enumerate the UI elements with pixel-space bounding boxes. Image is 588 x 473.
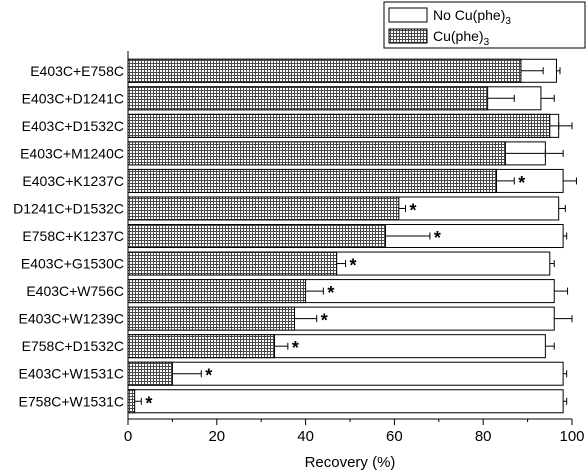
legend-label-cu: Cu(phe)3 [433,28,490,48]
category-label: E403C+W1531C [19,366,124,382]
bar-cu [127,279,307,304]
bar-cu [127,141,506,166]
error-bar-cu [505,149,546,157]
bar-cu [127,86,489,111]
error-bar-cu [520,67,544,75]
x-tick-label: 100 [559,428,584,445]
error-bar-no-cu [563,397,568,405]
category-label: E403C+W756C [26,283,124,299]
x-axis-title: Recovery (%) [305,454,396,471]
error-bar-cu [274,342,289,350]
legend: No Cu(phe)3 Cu(phe)3 [383,1,586,49]
error-bar-no-cu [554,287,569,295]
bar-cu [127,196,400,221]
bar-no-cu [127,389,564,414]
significance-marker: * [410,200,417,220]
bar-cu [127,113,551,138]
bar-cu [127,251,338,276]
error-bar-cu [336,260,347,268]
x-tick-label: 60 [386,428,403,445]
bar-cu [127,334,276,359]
category-label: E758C+W1531C [19,393,124,409]
significance-marker: * [292,338,299,358]
significance-marker: * [145,393,152,413]
significance-marker: * [518,173,525,193]
category-label: E403C+D1532C [22,118,124,134]
error-bar-no-cu [563,232,568,240]
error-bar-no-cu [563,370,568,378]
bar-cu [127,389,136,414]
significance-marker: * [327,283,334,303]
category-label: E403C+M1240C [20,145,124,161]
bar-cu [127,224,387,249]
error-bar-cu [294,315,318,323]
category-label: D1241C+D1532C [13,200,124,216]
error-bar-no-cu [540,94,555,102]
error-bar-cu [496,177,515,185]
significance-marker: * [350,256,357,276]
error-bar-no-cu [558,122,573,130]
error-bar-no-cu [554,315,573,323]
x-tick-label: 20 [208,428,225,445]
error-bar-cu [385,232,431,240]
bar-cu [127,361,173,386]
bars-group: * * * * * * * * * [127,58,577,414]
error-bar-no-cu [556,67,561,75]
category-labels: E403C+E758C E403C+D1241C E403C+D1532C E403C… [13,63,124,409]
x-tick-label: 40 [297,428,314,445]
x-axis: 0 20 40 60 80 100 [124,51,585,445]
error-bar-no-cu [549,260,555,268]
error-bar-no-cu [558,204,566,212]
category-label: E403C+K1237C [22,173,124,189]
legend-swatch-cu [388,28,428,44]
category-label: E403C+D1241C [22,90,124,106]
category-label: E758C+D1532C [22,338,124,354]
error-bar-cu [487,94,515,102]
category-label: E758C+K1237C [22,228,124,244]
legend-label-no-cu: No Cu(phe)3 [433,7,511,27]
error-bar-no-cu [545,149,564,157]
category-label: E403C+W1239C [19,311,124,327]
legend-swatch-no-cu [388,7,428,23]
error-bar-no-cu [563,177,577,185]
error-bar-cu [398,204,406,212]
category-label: E403C+E758C [30,63,124,79]
bar-cu [127,306,295,331]
bar-cu [127,58,522,83]
error-bar-cu [134,397,142,405]
error-bar-cu [172,370,202,378]
bar-cu [127,168,498,193]
significance-marker: * [321,311,328,331]
error-bar-cu [305,287,324,295]
error-bar-cu [549,122,560,130]
x-tick-label: 80 [475,428,492,445]
error-bar-no-cu [545,342,555,350]
category-label: E403C+G1530C [21,256,124,272]
x-tick-label: 0 [124,428,132,445]
significance-marker: * [205,366,212,386]
significance-marker: * [434,228,441,248]
